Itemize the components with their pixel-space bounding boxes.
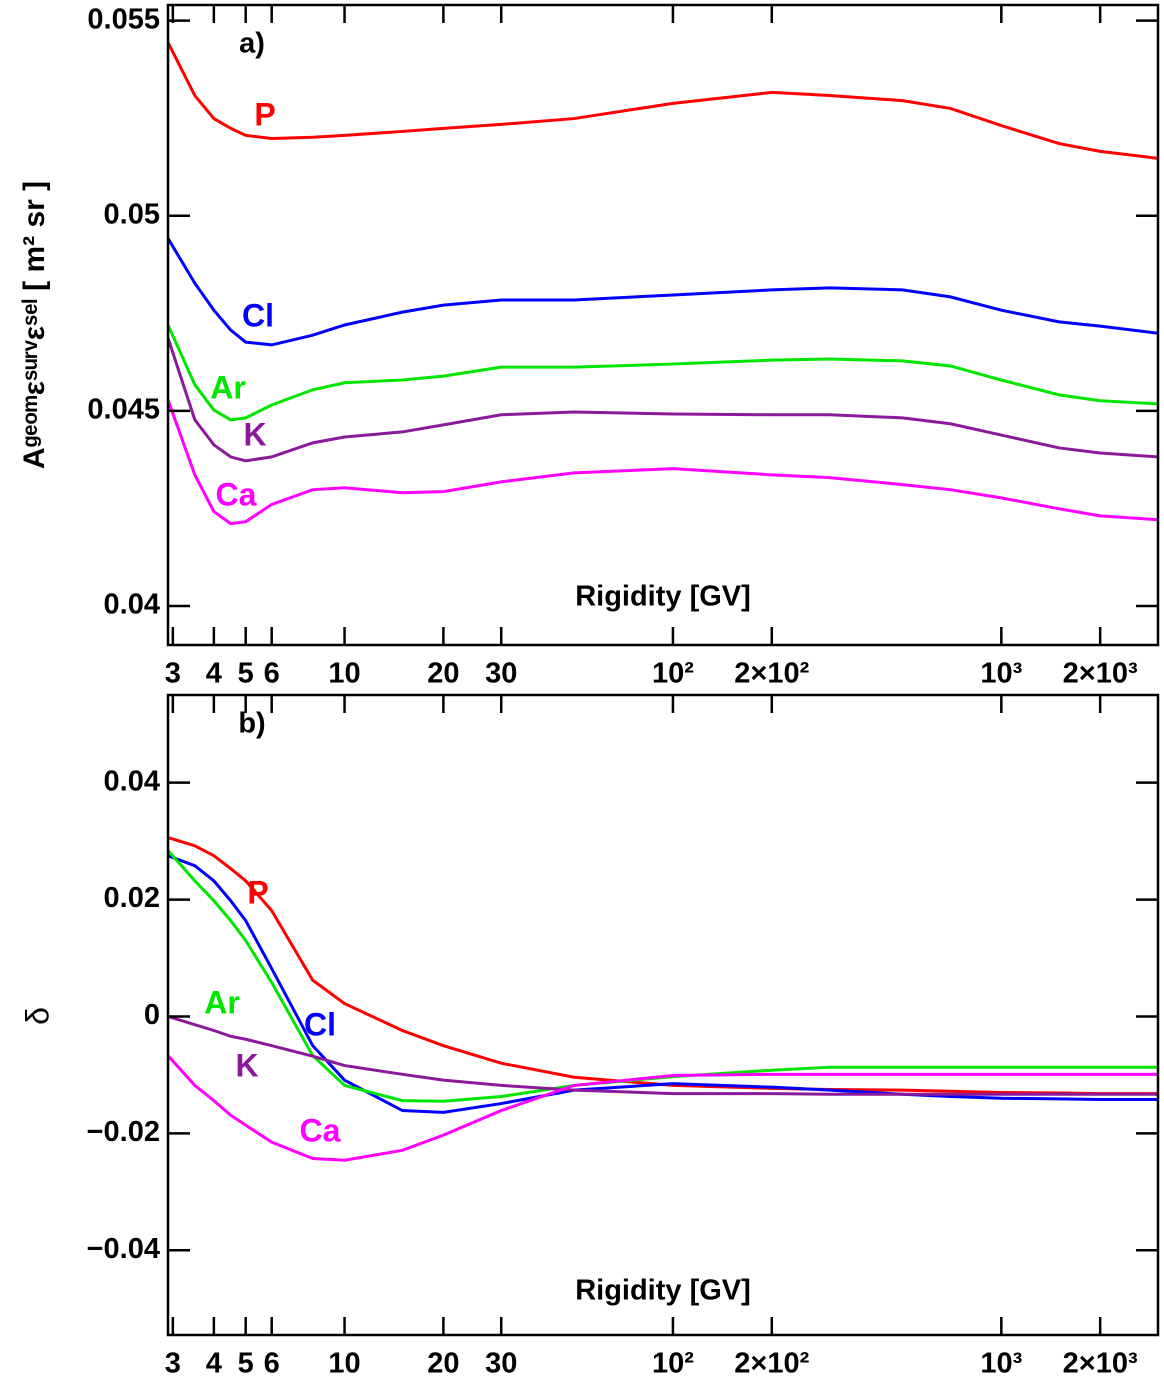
y-tick-label: 0.045	[87, 394, 160, 426]
x-tick-label: 2×10³	[1063, 658, 1138, 690]
curve-label: Cl	[304, 1006, 336, 1042]
y-axis-label: δ	[19, 1007, 55, 1025]
panel-label: b)	[238, 708, 265, 740]
y-tick-label: 0	[144, 999, 160, 1031]
y-tick-label: −0.02	[87, 1116, 160, 1148]
panel-label: a)	[239, 28, 265, 60]
curve	[168, 237, 1158, 347]
y-tick-label: 0.04	[104, 765, 160, 797]
x-tick-label: 5	[238, 658, 254, 690]
x-axis-label: Rigidity [GV]	[575, 1275, 751, 1307]
x-tick-label: 10	[328, 658, 360, 690]
curve	[168, 1015, 1158, 1096]
curve	[168, 324, 1158, 422]
x-tick-label: 6	[264, 1348, 280, 1380]
y-axis-label: Aᵍᵉᵒᵐεˢᵘʳᵛεˢᵉˡ [ m² sr ]	[18, 181, 51, 469]
x-tick-label: 3	[165, 1348, 181, 1380]
curve-label: Ar	[204, 984, 240, 1020]
x-tick-label: 2×10³	[1063, 1348, 1138, 1380]
y-tick-label: 0.05	[104, 198, 160, 230]
curve-label: Cl	[242, 297, 274, 333]
x-tick-label: 30	[485, 1348, 517, 1380]
x-tick-label: 30	[485, 658, 517, 690]
x-tick-label: 4	[206, 1348, 222, 1380]
curve	[168, 854, 1158, 1114]
curve-label: P	[247, 874, 268, 910]
x-tick-label: 10³	[980, 1348, 1022, 1380]
x-tick-label: 20	[427, 1348, 459, 1380]
x-axis-label: Rigidity [GV]	[575, 581, 751, 613]
x-tick-label: 10²	[652, 658, 694, 690]
curve-label: K	[243, 416, 266, 452]
x-tick-label: 5	[238, 1348, 254, 1380]
x-tick-label: 10³	[980, 658, 1022, 690]
curve	[168, 849, 1158, 1103]
curve	[168, 399, 1158, 526]
plot-frame	[166, 3, 1160, 647]
x-tick-label: 10	[328, 1348, 360, 1380]
curve-label: P	[254, 96, 275, 132]
y-tick-label: 0.04	[104, 589, 160, 621]
x-tick-label: 2×10²	[734, 658, 809, 690]
x-tick-label: 2×10²	[734, 1348, 809, 1380]
x-tick-label: 20	[427, 658, 459, 690]
x-tick-label: 3	[165, 658, 181, 690]
curve-label: K	[235, 1047, 258, 1083]
curve-label: Ca	[216, 476, 257, 512]
curve	[168, 1054, 1158, 1162]
curve	[168, 41, 1158, 160]
plot-frame	[166, 693, 1160, 1337]
curve	[168, 337, 1158, 463]
x-tick-label: 6	[264, 658, 280, 690]
y-tick-label: −0.04	[87, 1233, 160, 1265]
curve	[168, 836, 1158, 1096]
curve-label: Ca	[300, 1112, 341, 1148]
curve-label: Ar	[210, 369, 246, 405]
y-tick-label: 0.055	[87, 3, 160, 35]
x-tick-label: 4	[206, 658, 222, 690]
x-tick-label: 10²	[652, 1348, 694, 1380]
y-tick-label: 0.02	[104, 882, 160, 914]
